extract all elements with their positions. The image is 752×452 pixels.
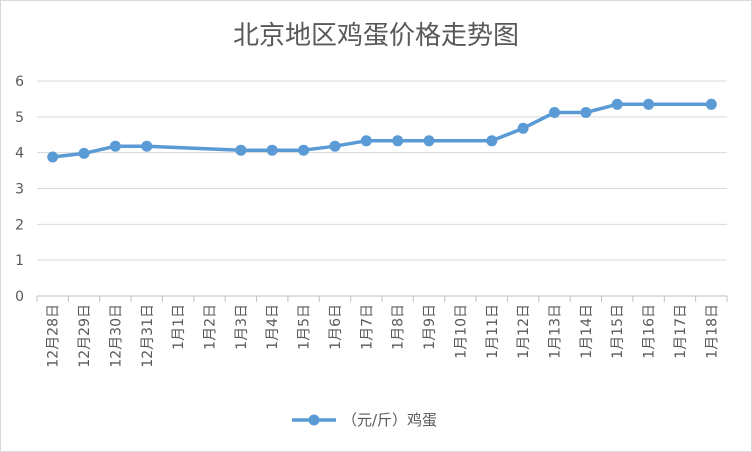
y-tick-label: 3: [15, 182, 24, 198]
x-tick-label: 1月18日: [704, 304, 720, 359]
grid-lines: [37, 80, 727, 297]
x-tick-label: 1月6日: [328, 304, 344, 350]
y-tick-label: 4: [15, 146, 24, 162]
x-tick-label: 1月7日: [359, 304, 375, 350]
data-point: [486, 135, 498, 147]
x-tick-label: 1月3日: [234, 304, 250, 350]
legend-label: （元/斤）鸡蛋: [342, 411, 437, 429]
data-point: [517, 122, 529, 134]
x-tick-label: 1月14日: [579, 304, 595, 359]
x-tick-label: 12月31日: [140, 304, 156, 368]
y-tick-label: 1: [15, 253, 24, 269]
x-tick-label: 1月12日: [516, 304, 532, 359]
x-tick-label: 1月10日: [453, 304, 469, 359]
y-axis-ticks: 0 1 2 3 4 5 6: [15, 74, 24, 305]
data-point: [298, 144, 310, 156]
data-point: [78, 147, 90, 159]
data-point: [360, 135, 372, 147]
data-point: [392, 135, 404, 147]
x-tick-label: 1月8日: [391, 304, 407, 350]
x-tick-label: 12月28日: [46, 304, 62, 368]
data-point: [549, 107, 560, 118]
chart-title: 北京地区鸡蛋价格走势图: [233, 21, 519, 51]
data-point: [580, 107, 592, 118]
series-layer: [47, 98, 717, 163]
legend-marker: [308, 414, 320, 426]
x-tick-label: 1月13日: [548, 304, 564, 359]
y-tick-label: 5: [15, 110, 24, 126]
x-tick-label: 12月29日: [77, 304, 93, 368]
x-tick-label: 1月11日: [485, 304, 501, 359]
series-line: [52, 102, 712, 159]
data-point: [109, 140, 121, 152]
x-tick-label: 1月5日: [297, 304, 313, 350]
data-point: [705, 98, 717, 110]
x-tick-label: 1月16日: [642, 304, 658, 359]
data-point: [47, 151, 59, 163]
x-tick-label: 1月9日: [422, 304, 438, 350]
y-tick-label: 2: [15, 217, 24, 233]
data-point: [266, 144, 278, 156]
data-point: [423, 135, 435, 147]
x-axis-ticks: 12月28日 12月29日 12月30日 12月31日 1月1日 1月2日 1月3日 1月4日…: [36, 296, 728, 368]
x-tick-label: 12月30日: [108, 304, 124, 368]
data-point: [643, 98, 655, 110]
x-tick-label: 1月17日: [673, 304, 689, 359]
x-tick-label: 1月1日: [171, 304, 187, 350]
x-tick-label: 1月4日: [265, 304, 281, 350]
data-point: [141, 140, 153, 152]
legend: （元/斤）鸡蛋: [292, 411, 437, 429]
data-point: [329, 140, 341, 152]
y-tick-label: 6: [15, 74, 24, 90]
data-point: [235, 144, 247, 156]
x-tick-label: 1月2日: [203, 304, 219, 350]
data-point: [611, 98, 623, 110]
y-tick-label: 0: [15, 289, 24, 305]
x-tick-label: 1月15日: [610, 304, 626, 359]
